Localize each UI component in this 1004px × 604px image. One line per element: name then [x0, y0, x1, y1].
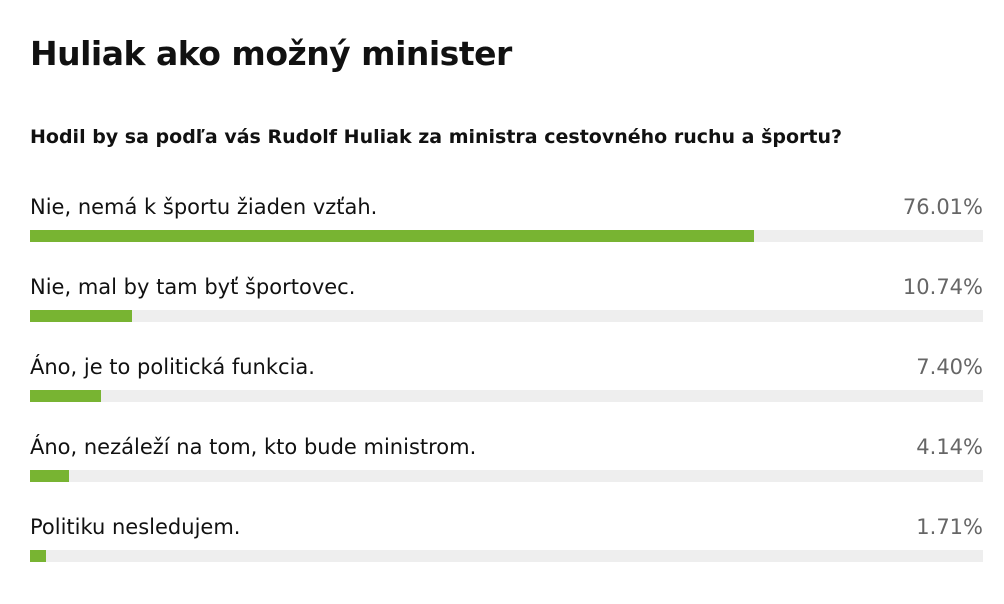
- option-percent: 4.14%: [916, 435, 983, 459]
- poll-option[interactable]: Áno, je to politická funkcia. 7.40%: [30, 352, 983, 427]
- bar-fill: [30, 470, 69, 482]
- poll-option[interactable]: Áno, nezáleží na tom, kto bude ministrom…: [30, 432, 983, 507]
- bar-fill: [30, 390, 101, 402]
- option-label: Politiku nesledujem.: [30, 515, 241, 539]
- option-label: Áno, nezáleží na tom, kto bude ministrom…: [30, 435, 477, 459]
- poll-option[interactable]: Politiku nesledujem. 1.71%: [30, 512, 983, 587]
- poll-option[interactable]: Nie, mal by tam byť športovec. 10.74%: [30, 272, 983, 347]
- poll-option[interactable]: Nie, nemá k športu žiaden vzťah. 76.01%: [30, 192, 983, 267]
- bar-track: [30, 470, 983, 482]
- option-percent: 10.74%: [902, 275, 983, 299]
- bar-fill: [30, 550, 46, 562]
- bar-track: [30, 310, 983, 322]
- bar-track: [30, 230, 983, 242]
- poll-question: Hodil by sa podľa vás Rudolf Huliak za m…: [30, 126, 843, 148]
- option-label: Áno, je to politická funkcia.: [30, 355, 315, 379]
- bar-track: [30, 390, 983, 402]
- bar-track: [30, 550, 983, 562]
- option-label: Nie, nemá k športu žiaden vzťah.: [30, 195, 378, 219]
- bar-fill: [30, 230, 754, 242]
- poll-title: Huliak ako možný minister: [30, 34, 512, 73]
- option-percent: 1.71%: [916, 515, 983, 539]
- option-label: Nie, mal by tam byť športovec.: [30, 275, 356, 299]
- option-percent: 76.01%: [902, 195, 983, 219]
- bar-fill: [30, 310, 132, 322]
- option-percent: 7.40%: [916, 355, 983, 379]
